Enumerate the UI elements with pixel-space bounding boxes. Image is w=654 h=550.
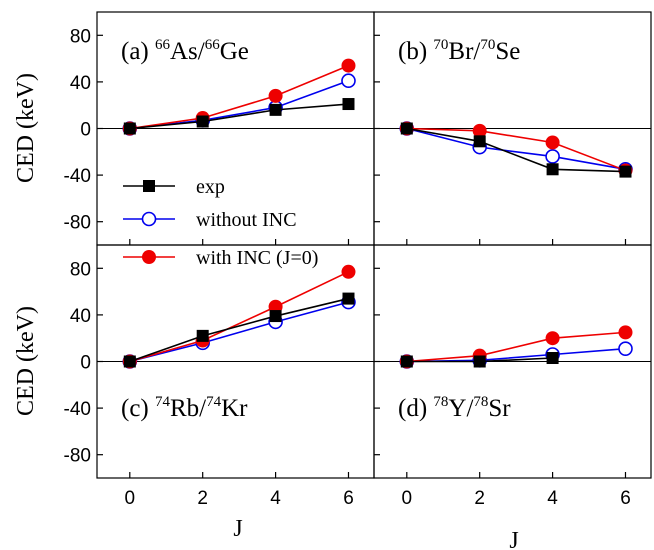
exp-marker [619,165,632,178]
series-line [129,297,349,363]
legend-item: exp [123,176,225,198]
y-tick-label: 0 [80,353,91,374]
y-tick-label: 40 [70,306,91,327]
x-tick-label: 2 [197,488,208,509]
panel-title: (c) 74Rb/74Kr [121,394,248,422]
legend-item: with INC (J=0) [123,247,318,269]
x-tick-label: 4 [547,488,558,509]
series-line [129,271,349,363]
y-tick-label: -80 [64,213,91,234]
series-without-inc [122,294,356,369]
series-exp [400,122,632,178]
series-exp [400,352,559,368]
series-line [406,331,626,363]
axis-labels: CED (keV) CED (keV) J J [13,73,519,550]
y-tick-label: -40 [64,399,91,420]
legend-label: without INC [196,209,297,231]
x-axis-label: J [233,516,242,542]
y-tick-label: 80 [70,26,91,47]
legend: exp without INC with INC (J=0) [123,176,318,269]
series-without-inc [399,341,633,369]
y-tick-label: -80 [64,446,91,467]
series-line [406,127,626,172]
series-line [406,127,626,171]
exp-marker [269,310,282,323]
exp-marker [473,135,486,148]
series-with-inc-j-0- [399,121,633,178]
without-inc-marker [545,149,560,164]
exp-marker [400,122,413,135]
without-inc-marker [618,341,633,356]
panel-title: (d) 78Y/78Sr [398,394,511,422]
y-tick-label: 0 [80,120,91,141]
series-line [129,301,349,363]
panel-a [97,58,374,136]
y-tick-label: 40 [70,73,91,94]
exp-marker [400,355,413,368]
panel-title: (a) 66As/66Ge [121,37,249,65]
with-inc-marker [341,58,356,73]
with-inc-marker [545,331,560,346]
exp-marker [342,292,355,305]
panel-d [374,325,651,369]
series-line [129,103,349,130]
series-with-inc-j-0- [122,58,356,136]
with-inc-marker [618,325,633,340]
x-axis-label: J [509,528,518,550]
panel-titles: (a) 66As/66Ge (b) 70Br/70Se (c) 74Rb/74Kr (… [121,37,520,422]
x-tick-label: 6 [620,488,631,509]
y-tick-label: 80 [70,259,91,280]
exp-marker [546,352,559,365]
tick-labels: 80 40 0 -40 -80 80 40 0 -40 -80 0 2 4 6 0 2 4 6 [64,26,631,509]
with-inc-marker [472,123,487,138]
exp-marker [473,355,486,368]
series-line [129,79,349,130]
y-tick-label: -40 [64,166,91,187]
panel-title: (b) 70Br/70Se [398,37,520,65]
panel-c [97,264,374,369]
exp-marker [143,180,155,192]
series-line [129,64,349,130]
y-axis-label: CED (keV) [13,73,39,183]
exp-marker [123,122,136,135]
series-exp [123,98,355,135]
with-inc-marker [545,135,560,150]
series-with-inc-j-0- [122,264,356,369]
series-exp [123,292,355,368]
x-tick-label: 0 [402,488,413,509]
legend-label: exp [196,176,225,198]
x-tick-label: 0 [125,488,136,509]
x-tick-label: 6 [343,488,354,509]
with-inc-marker [341,264,356,279]
legend-item: without INC [123,209,297,231]
legend-label: with INC (J=0) [196,247,318,269]
exp-marker [123,355,136,368]
with-inc-marker [268,88,283,103]
exp-marker [196,115,209,128]
exp-marker [546,163,559,176]
without-inc-marker [341,73,356,89]
chart-marks [97,58,651,369]
series-line [406,127,626,173]
y-axis-label: CED (keV) [13,306,39,416]
without-inc-marker [141,211,157,227]
exp-marker [269,103,282,116]
x-tick-label: 2 [474,488,485,509]
x-tick-label: 4 [270,488,281,509]
panel-b [374,121,651,178]
exp-marker [342,98,355,111]
exp-marker [196,329,209,342]
with-inc-marker [142,250,156,264]
